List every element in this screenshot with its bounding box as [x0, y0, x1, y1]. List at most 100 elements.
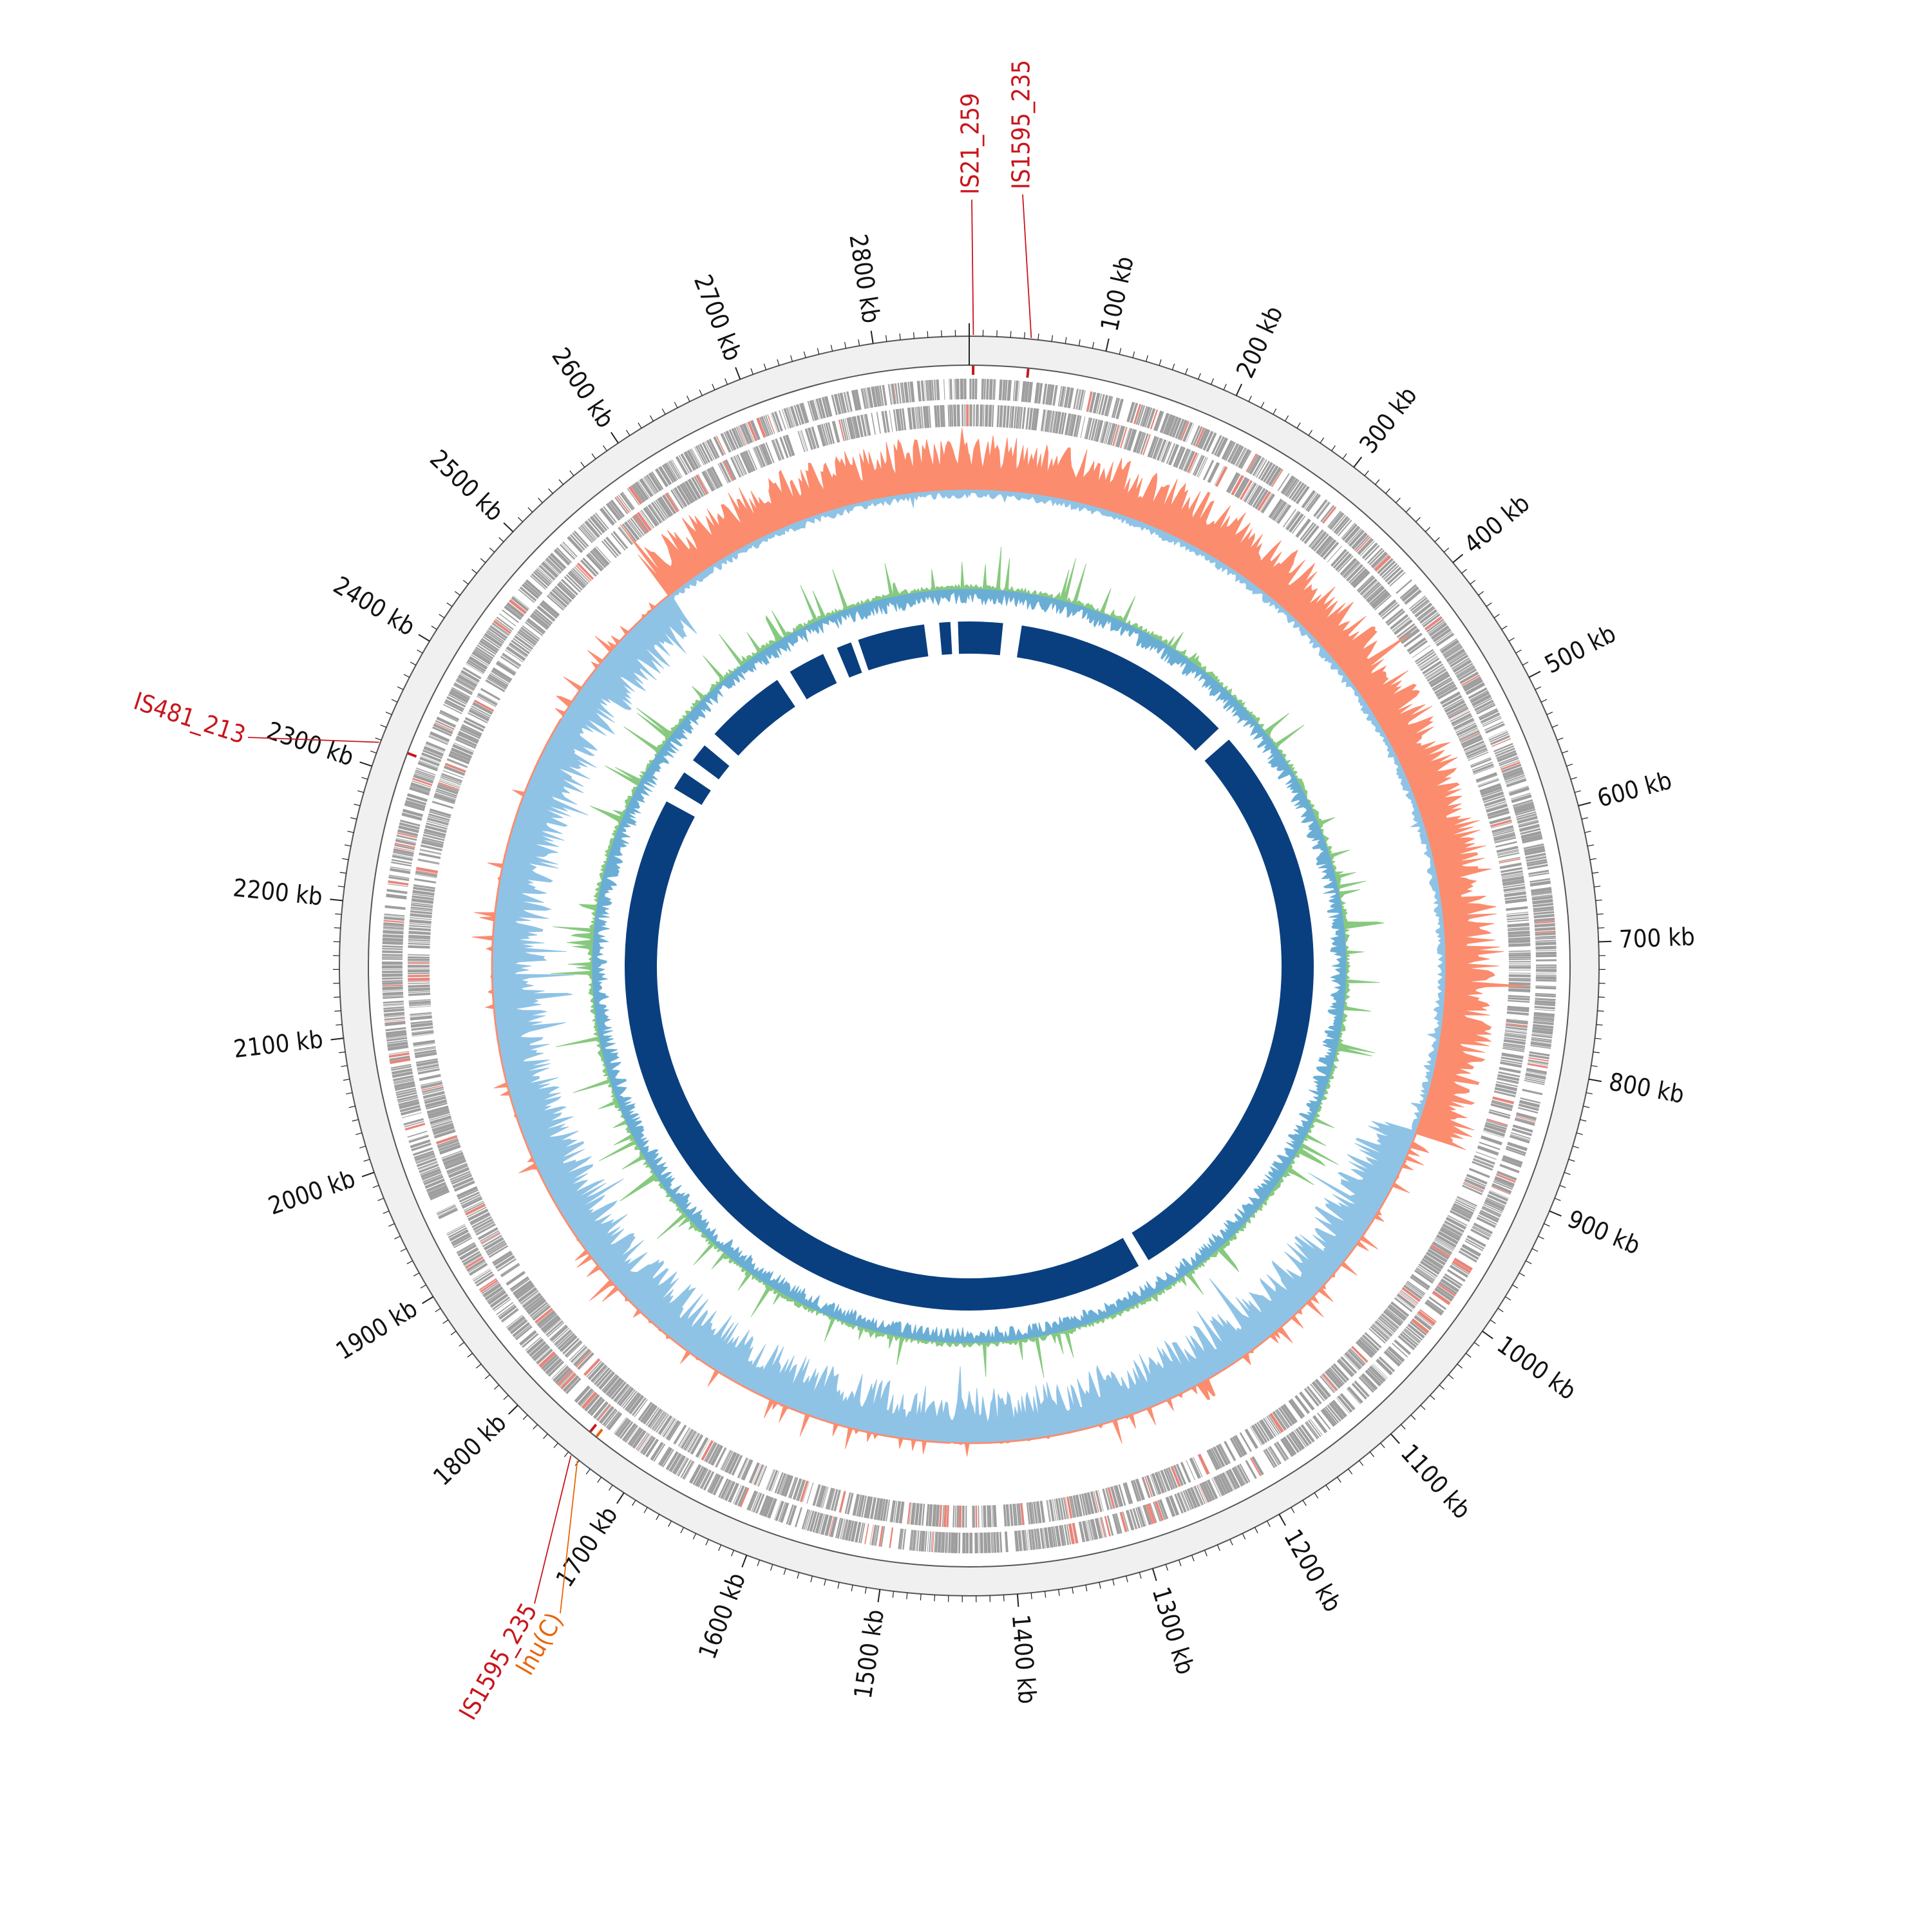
- cds-feature: [1042, 1528, 1046, 1549]
- cds-feature: [828, 1516, 835, 1537]
- cds-feature: [1531, 1034, 1553, 1039]
- minor-tick: [858, 339, 860, 346]
- cds-feature: [636, 1433, 649, 1451]
- cds-feature: [430, 1190, 450, 1200]
- cds-feature: [414, 1047, 436, 1052]
- cds-feature: [498, 1305, 517, 1320]
- cds-feature: [1280, 1438, 1294, 1457]
- cds-feature: [647, 504, 662, 524]
- cds-feature: [427, 1184, 447, 1193]
- cds-feature: [592, 547, 610, 566]
- cds-feature: [1004, 379, 1008, 401]
- cds-feature: [1323, 542, 1340, 560]
- cds-feature: [1127, 429, 1137, 451]
- cds-feature: [910, 1502, 916, 1525]
- cds-feature: [796, 1479, 804, 1501]
- cds-feature: [576, 562, 594, 580]
- cds-feature: [978, 1532, 980, 1553]
- cds-feature: [1088, 392, 1097, 413]
- cds-feature: [1055, 1498, 1061, 1520]
- cds-feature: [408, 1134, 429, 1141]
- cds-feature: [439, 710, 460, 721]
- cds-feature: [974, 379, 978, 400]
- cds-feature: [502, 1309, 519, 1323]
- gc-content-track: [471, 428, 1531, 1457]
- cds-feature: [618, 495, 631, 512]
- cds-feature: [1310, 1383, 1325, 1402]
- cds-feature: [1213, 1446, 1226, 1468]
- cds-feature: [1142, 1504, 1152, 1526]
- cds-feature: [1508, 979, 1531, 982]
- minor-tick: [1248, 395, 1252, 402]
- cds-feature: [1276, 504, 1292, 524]
- cds-feature: [1456, 1197, 1477, 1208]
- cds-feature: [569, 534, 585, 551]
- cds-feature: [565, 574, 583, 591]
- cds-feature: [1526, 1068, 1548, 1074]
- cds-feature: [831, 421, 840, 443]
- cds-feature: [390, 866, 411, 871]
- cds-feature: [629, 1428, 643, 1446]
- cds-feature: [1425, 1251, 1446, 1266]
- cds-feature: [554, 585, 573, 603]
- cds-feature: [433, 1126, 455, 1135]
- cds-feature: [1245, 453, 1258, 473]
- cds-feature: [843, 1519, 849, 1540]
- cds-feature: [552, 1327, 570, 1343]
- cds-feature: [450, 1173, 471, 1183]
- cds-feature: [421, 1171, 442, 1181]
- cds-feature: [817, 424, 826, 447]
- cds-feature: [932, 1531, 934, 1553]
- cds-feature: [397, 1094, 418, 1102]
- cds-feature: [529, 575, 546, 590]
- minor-tick: [674, 402, 678, 408]
- cds-feature: [1501, 874, 1524, 879]
- cds-feature: [1192, 455, 1203, 475]
- cds-feature: [1093, 1491, 1099, 1513]
- minor-tick: [750, 368, 753, 375]
- cds-feature: [446, 1224, 466, 1235]
- cds-feature: [746, 1490, 757, 1511]
- cds-feature: [431, 1122, 453, 1130]
- cds-feature: [1193, 1485, 1204, 1506]
- cds-feature: [419, 1074, 441, 1081]
- cds-feature: [382, 981, 403, 985]
- cds-feature: [1410, 597, 1428, 612]
- cds-feature: [717, 463, 728, 484]
- cds-feature: [1386, 1307, 1404, 1323]
- cds-feature: [556, 547, 572, 564]
- cds-feature: [406, 797, 427, 806]
- cds-feature: [630, 517, 645, 536]
- cds-feature: [969, 1532, 973, 1553]
- cds-feature: [1533, 1021, 1554, 1026]
- cds-feature: [1517, 815, 1537, 821]
- cds-feature: [462, 1253, 482, 1266]
- cds-feature: [1236, 478, 1250, 499]
- cds-feature: [699, 1469, 710, 1489]
- cds-feature: [1090, 419, 1098, 441]
- cds-feature: [383, 929, 404, 931]
- cds-feature: [991, 1505, 994, 1528]
- cds-feature: [412, 780, 432, 788]
- cds-feature: [1089, 1519, 1095, 1540]
- cds-feature: [553, 550, 569, 566]
- cds-feature: [1156, 412, 1164, 431]
- cds-feature: [723, 460, 735, 481]
- cds-feature: [1354, 1380, 1370, 1397]
- cds-feature: [947, 404, 950, 427]
- cds-feature: [497, 1303, 515, 1318]
- cds-feature: [980, 1532, 983, 1553]
- cds-feature: [496, 1302, 514, 1316]
- cds-feature: [453, 742, 475, 752]
- cds-feature: [1491, 1186, 1511, 1195]
- cds-feature: [521, 1291, 540, 1305]
- cds-feature: [1477, 775, 1498, 783]
- cds-feature: [1090, 1491, 1098, 1513]
- cds-feature: [682, 1460, 694, 1479]
- cds-feature: [1073, 388, 1079, 410]
- minor-tick: [397, 686, 404, 690]
- cds-feature: [1042, 383, 1048, 404]
- cds-feature: [1480, 786, 1502, 796]
- cds-feature: [382, 965, 403, 969]
- cds-feature: [1207, 462, 1220, 484]
